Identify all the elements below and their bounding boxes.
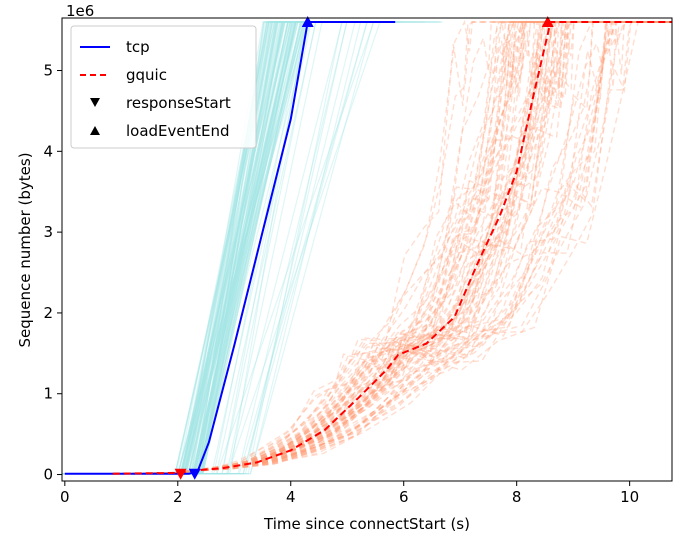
gquic-background-line <box>112 21 672 475</box>
gquic-background-line <box>112 21 672 475</box>
gquic-background-line <box>112 21 672 475</box>
gquic-background-line <box>112 21 672 475</box>
gquic-background-line <box>112 21 672 475</box>
x-axis-label: Time since connectStart (s) <box>263 515 470 533</box>
gquic-series-line <box>112 21 672 475</box>
gquic-background-line <box>112 21 672 475</box>
x-tick-label: 2 <box>173 488 183 506</box>
gquic-background-line <box>112 21 672 475</box>
event-markers-group <box>174 16 554 480</box>
x-tick-label: 10 <box>620 488 639 506</box>
x-tick-label: 0 <box>60 488 70 506</box>
y-scale-label: 1e6 <box>66 2 94 20</box>
legend-label-responsestart: responseStart <box>126 94 231 112</box>
legend: tcp gquic responseStart loadEventEnd <box>70 25 257 149</box>
gquic-background-line <box>112 21 672 475</box>
gquic-background-line <box>112 21 672 475</box>
gquic-background-line <box>112 21 672 475</box>
gquic-background-line <box>112 21 672 475</box>
plot-frame <box>61 17 673 482</box>
x-axis: 0 2 4 6 8 10 <box>60 481 639 506</box>
gquic-background-line <box>112 21 672 475</box>
gquic-background-line <box>112 21 672 475</box>
gquic-background-line <box>112 21 672 475</box>
gquic-background-line <box>112 21 672 475</box>
gquic-background-line <box>112 21 672 475</box>
x-tick-label: 4 <box>286 488 296 506</box>
tcp-loadeventend-marker <box>301 16 314 28</box>
gquic-background-line <box>112 21 672 475</box>
gquic-background-line <box>112 21 672 475</box>
legend-label-loadeventend: loadEventEnd <box>126 122 230 140</box>
gquic-background-line <box>112 21 672 475</box>
y-tick-label: 3 <box>43 223 53 241</box>
gquic-background-line <box>112 21 672 475</box>
gquic-background-line <box>112 21 672 475</box>
gquic-background-line <box>112 21 672 475</box>
gquic-background-line <box>112 21 672 475</box>
gquic-background-line <box>112 21 672 475</box>
gquic-background-line <box>112 21 672 475</box>
y-tick-label: 5 <box>43 62 53 80</box>
gquic-background-line <box>112 21 672 475</box>
y-tick-label: 2 <box>43 304 53 322</box>
gquic-background-line <box>112 21 672 475</box>
gquic-background-line <box>112 21 672 475</box>
gquic-background-line <box>112 21 672 475</box>
gquic-background-line <box>112 21 672 475</box>
gquic-background-line <box>112 21 672 475</box>
gquic-background-line <box>112 21 672 475</box>
y-axis: 0 1 2 3 4 5 <box>43 62 62 484</box>
legend-box <box>70 25 257 149</box>
gquic-background-line <box>112 21 672 475</box>
gquic-background-line <box>112 21 672 475</box>
y-axis-label: Sequence number (bytes) <box>16 152 34 347</box>
gquic-background-line <box>112 21 672 475</box>
gquic-background-line <box>112 21 672 475</box>
gquic-background-line <box>112 21 672 475</box>
legend-key-loadeventend <box>90 126 100 135</box>
gquic-background-line <box>112 21 672 475</box>
y-tick-label: 1 <box>43 385 53 403</box>
gquic-background-line <box>112 21 672 475</box>
gquic-background-line <box>112 21 672 475</box>
gquic-background-line <box>112 21 672 475</box>
gquic-background-line <box>112 21 672 475</box>
gquic-background-line <box>112 21 672 475</box>
gquic-loadeventend-marker <box>541 16 554 28</box>
legend-label-gquic: gquic <box>126 66 167 84</box>
x-tick-label: 6 <box>399 488 409 506</box>
legend-key-responsestart <box>90 98 100 107</box>
gquic-background-line <box>112 21 672 475</box>
gquic-background-line <box>112 21 672 475</box>
gquic-background-line <box>112 19 672 475</box>
gquic-background-line <box>112 21 672 475</box>
gquic-background-line <box>112 21 672 475</box>
y-tick-label: 0 <box>43 466 53 484</box>
gquic-background-line <box>112 21 672 475</box>
gquic-background-line <box>112 21 672 475</box>
gquic-background-line <box>112 21 672 475</box>
y-tick-label: 4 <box>43 142 53 160</box>
tcp-responsestart-marker <box>188 468 201 480</box>
gquic-background-line <box>112 21 672 475</box>
gquic-background-line <box>112 21 672 475</box>
legend-label-tcp: tcp <box>126 38 150 56</box>
gquic-background-line <box>112 21 672 475</box>
x-tick-label: 8 <box>512 488 522 506</box>
gquic-responsestart-marker <box>174 468 187 480</box>
